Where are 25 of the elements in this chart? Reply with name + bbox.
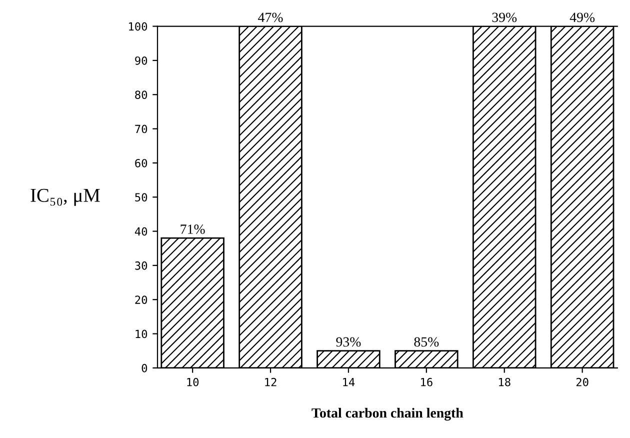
y-tick-label: 30 xyxy=(135,261,148,270)
annotation: 85% xyxy=(414,337,439,347)
x-tick-label: 20 xyxy=(576,378,588,386)
y-axis-title: IC₅₀, μM xyxy=(30,188,100,206)
y-tick-label: 70 xyxy=(135,124,148,134)
y-tick-label: 50 xyxy=(135,193,148,202)
x-tick-label: 18 xyxy=(499,378,510,386)
y-tick-label: 10 xyxy=(136,330,148,338)
annotation: 39% xyxy=(492,12,517,22)
annotation: 47% xyxy=(258,12,283,22)
annotation: 93% xyxy=(336,337,361,347)
y-tick-label: 90 xyxy=(135,56,148,65)
y-tick-label: 0 xyxy=(142,364,148,372)
y-tick-label: 60 xyxy=(135,158,148,168)
y-tick-label: 80 xyxy=(135,90,148,100)
x-tick-label: 14 xyxy=(343,378,355,386)
y-tick-label: 20 xyxy=(135,296,148,304)
x-tick-label: 12 xyxy=(265,378,276,386)
y-tick-label: 40 xyxy=(134,227,148,236)
x-axis-title: Total carbon chain length xyxy=(312,408,464,421)
annotation: 49% xyxy=(570,12,595,22)
x-tick-label: 16 xyxy=(421,378,432,386)
annotation: 71% xyxy=(180,224,205,234)
x-tick-label: 10 xyxy=(187,378,199,386)
y-tick-label: 100 xyxy=(129,22,148,31)
